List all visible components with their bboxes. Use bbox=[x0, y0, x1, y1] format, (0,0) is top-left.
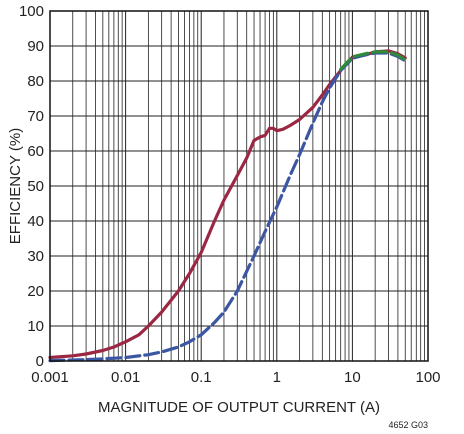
x-tick-label: 1 bbox=[273, 369, 281, 386]
y-tick-label: 40 bbox=[27, 213, 44, 230]
y-tick-label: 80 bbox=[27, 73, 44, 90]
x-tick-label: 0.1 bbox=[191, 369, 212, 386]
y-tick-label: 100 bbox=[19, 3, 44, 20]
x-axis-title: MAGNITUDE OF OUTPUT CURRENT (A) bbox=[98, 399, 380, 416]
y-tick-label: 30 bbox=[27, 248, 44, 265]
y-tick-label: 10 bbox=[27, 318, 44, 335]
tick-layer: 0 10 20 30 40 50 60 70 80 90 100 0.001 0.01 0.1 1 10 100 bbox=[19, 3, 441, 386]
grid-layer bbox=[50, 11, 428, 361]
x-tick-label: 0.01 bbox=[111, 369, 140, 386]
x-tick-label: 100 bbox=[415, 369, 440, 386]
x-tick-label: 10 bbox=[344, 369, 361, 386]
y-axis-title: EFFICIENCY (%) bbox=[7, 128, 24, 244]
figure-code-label: 4652 G03 bbox=[388, 420, 428, 430]
x-tick-label: 0.001 bbox=[31, 369, 69, 386]
y-tick-label: 60 bbox=[27, 143, 44, 160]
plot-frame bbox=[49, 10, 429, 362]
series-layer bbox=[48, 49, 407, 363]
y-tick-label: 0 bbox=[36, 353, 44, 370]
y-tick-label: 20 bbox=[27, 283, 44, 300]
y-tick-label: 90 bbox=[27, 38, 44, 55]
series-line-3 bbox=[339, 50, 407, 71]
y-tick-label: 50 bbox=[27, 178, 44, 195]
y-tick-label: 70 bbox=[27, 108, 44, 125]
